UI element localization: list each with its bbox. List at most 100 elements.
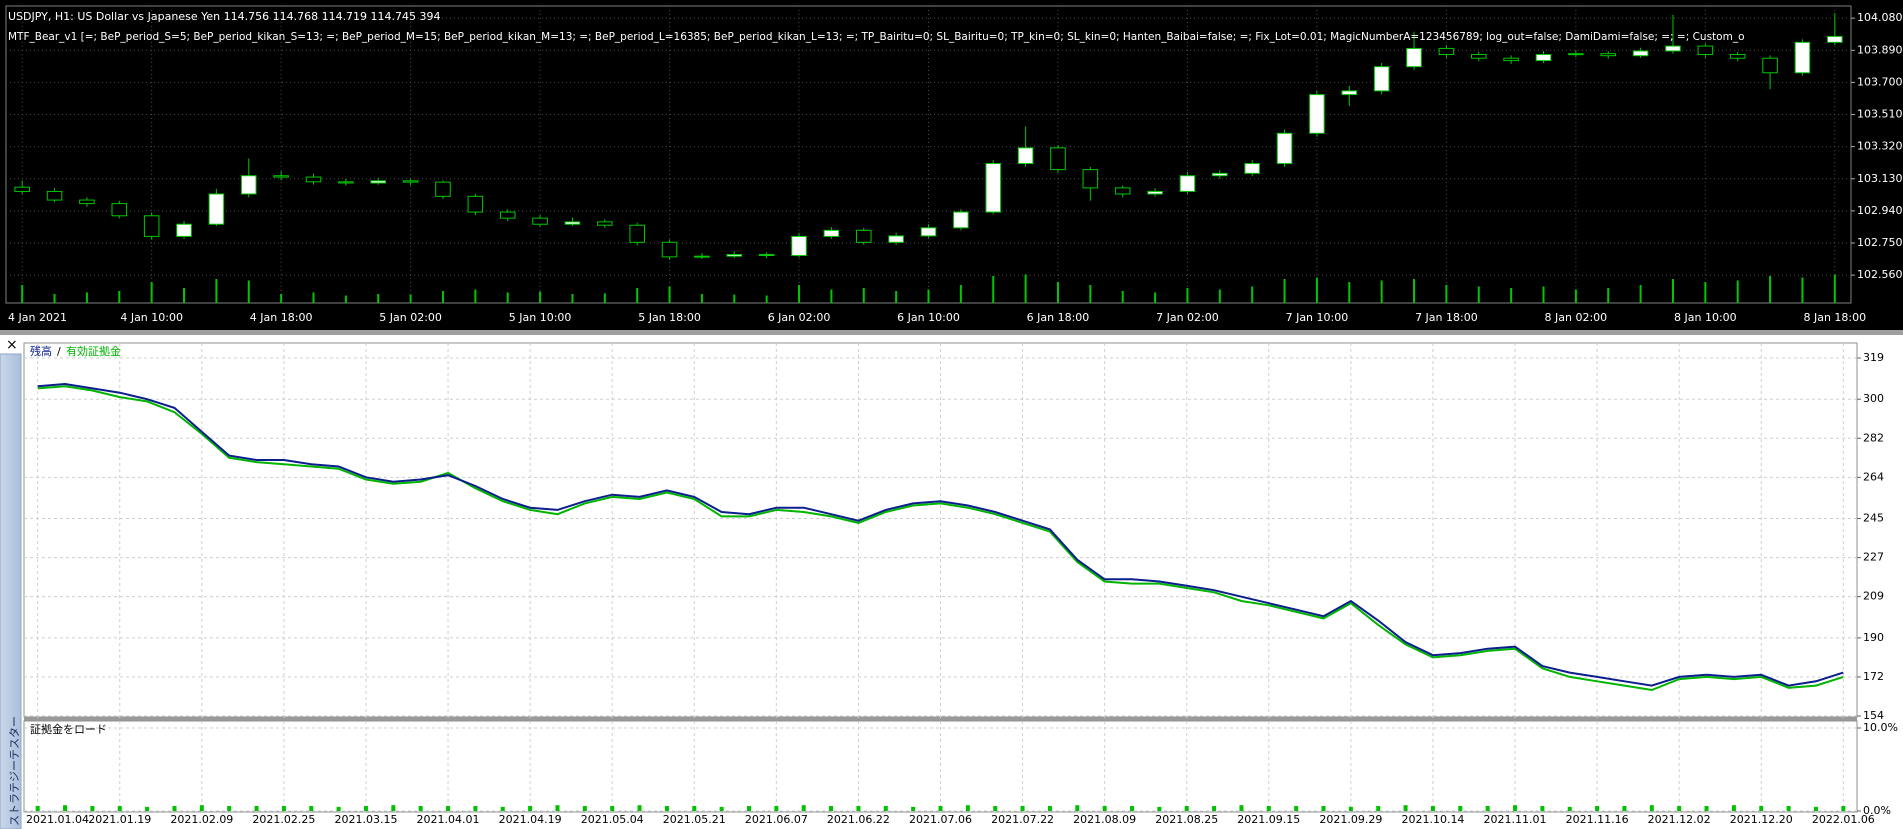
x-tick-label: 6 Jan 18:00 [1027,311,1090,324]
volume-bar [927,289,930,303]
margin-bar [1020,806,1025,811]
margin-bar [309,806,314,811]
candle-body [629,224,645,243]
margin-bar [1321,806,1326,811]
volume-bar [1510,288,1513,303]
equity-line [37,382,1844,687]
candle-body [273,175,289,178]
candle-body [338,181,354,184]
volume-bar [312,292,315,303]
margin-bar [1567,806,1572,811]
y-tick-label: 103.510 [1857,108,1903,121]
volume-bar [571,294,574,303]
x-tick-label: 2021.02.25 [252,813,315,826]
margin-bar [1649,805,1654,811]
volume-bar [959,285,962,303]
volume-bar [1639,285,1642,303]
candle-body [791,235,807,257]
margin-bar [254,806,259,811]
x-tick-label: 5 Jan 10:00 [509,311,572,324]
close-button[interactable]: × [6,337,18,353]
candle-body [111,203,128,217]
margin-bar [418,806,423,811]
margin-bar [1540,806,1545,811]
volume-bar [409,294,412,303]
volume-bar [247,280,250,303]
symbol-header: USDJPY, H1: US Dollar vs Japanese Yen 11… [8,10,441,23]
margin-bar [746,806,751,811]
candle-body [14,186,30,192]
candle-body [661,241,678,258]
volume-bar [1024,274,1027,303]
margin-bar [1047,806,1052,811]
margin-bar [1102,806,1107,811]
candle-body [240,175,257,195]
volume-bar [474,289,477,303]
legend-separator: / [57,345,61,358]
x-tick-label: 2021.06.22 [827,813,890,826]
candle-body [1050,147,1066,171]
y-tick-label: 209 [1863,590,1884,603]
x-tick-label: 8 Jan 02:00 [1545,311,1608,324]
candle-body [370,180,387,184]
volume-bar [1801,277,1804,303]
y-tick-label: 264 [1863,470,1884,483]
x-tick-label: 2021.08.09 [1073,813,1136,826]
margin-bar [90,806,95,811]
margin-bar [1075,805,1080,811]
margin-bar [391,805,396,811]
volume-bar [1413,279,1416,303]
candle-body [1600,53,1617,57]
candle-body [1341,90,1358,96]
candle-body [1373,66,1390,92]
margin-bar [555,805,560,811]
volume-bar [1607,288,1610,303]
volume-bar [1736,280,1739,303]
legend-balance: 残高 [30,344,52,358]
volume-bar [1574,289,1577,303]
plots: 104.080 103.890 103.700 103.510 103.320 103.1… [6,6,1903,826]
margin-bar [1239,805,1244,811]
margin-bar [938,806,943,811]
volume-bar [1283,279,1286,303]
volume-bar [1218,289,1221,303]
x-tick-label: 7 Jan 10:00 [1286,311,1349,324]
splitter[interactable] [0,330,1903,335]
x-tick-label: 2021.09.15 [1237,813,1300,826]
y-tick-label: 103.320 [1857,140,1903,153]
candle-body [1762,57,1778,74]
margin-bar [1294,806,1299,811]
candle-body [1017,147,1034,165]
candle-body [888,235,904,243]
margin-panel-title: 証拠金をロード [30,723,107,736]
y-tick-label: 227 [1863,551,1884,564]
margin-bar [35,806,40,811]
volume-bar [1542,286,1545,303]
legend-equity: 有効証拠金 [66,344,121,358]
margin-bar [473,806,478,811]
margin-bar [774,806,779,811]
margin-bar [637,805,642,811]
volume-bar [603,293,606,303]
y-tick-label: 319 [1863,351,1884,364]
y-tick-label: 190 [1863,631,1884,644]
volume-bar [895,291,898,303]
candle-body [1244,163,1260,174]
volume-bar [1056,282,1059,303]
y-tick-label: 103.700 [1857,75,1903,88]
volume-bar [118,291,121,303]
candle-body [79,199,95,205]
x-tick-label: 4 Jan 10:00 [120,311,183,324]
candle-body [1794,41,1811,74]
candle-body [1665,45,1681,52]
tester-tab[interactable] [0,353,22,829]
margin-bar [883,806,888,811]
volume-bar [539,291,542,303]
tester-tab-label[interactable]: ストラテジーテスター [8,716,21,826]
candle-body [467,195,484,213]
x-tick-label: 2021.03.15 [334,813,397,826]
y-tick-label: 103.130 [1857,172,1903,185]
margin-bar [856,806,861,811]
